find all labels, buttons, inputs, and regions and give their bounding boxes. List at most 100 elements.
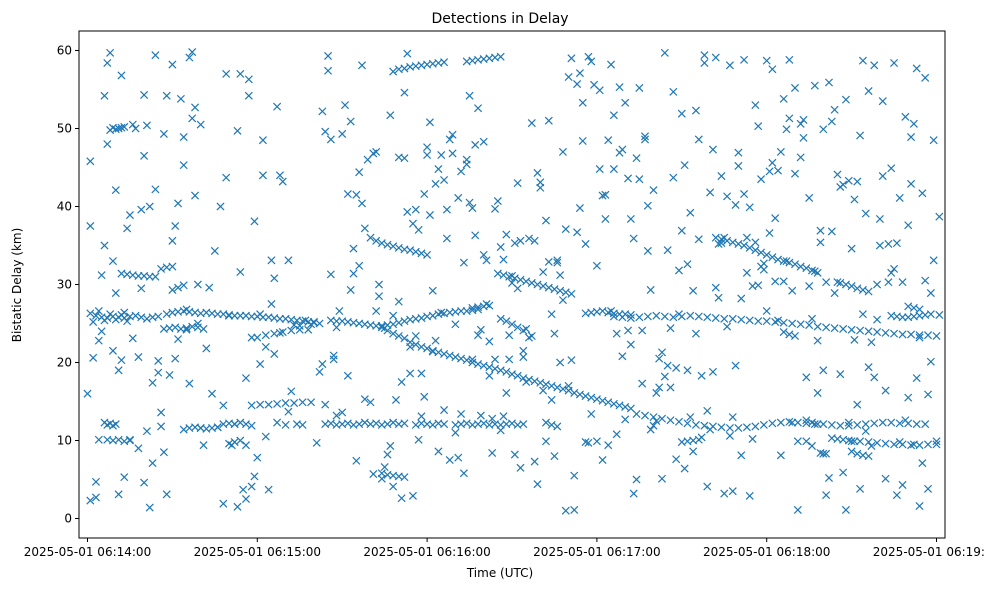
detection-marker: [717, 423, 726, 432]
detection-marker: [383, 420, 392, 429]
detection-marker: [256, 400, 265, 409]
detection-marker: [669, 87, 678, 96]
detection-marker: [683, 366, 692, 375]
detection-marker: [496, 243, 505, 252]
detection-marker: [377, 323, 386, 332]
detection-marker: [544, 116, 553, 125]
detection-marker: [431, 336, 440, 345]
detection-marker: [768, 158, 777, 167]
detection-marker: [587, 409, 596, 419]
detection-marker: [241, 441, 250, 450]
detection-marker: [864, 452, 873, 461]
detection-marker: [536, 183, 545, 192]
detection-marker: [533, 280, 542, 289]
detection-marker: [870, 61, 879, 70]
detection-marker: [411, 340, 420, 349]
detection-marker: [83, 389, 92, 398]
detection-marker: [380, 324, 389, 333]
detection-marker: [856, 484, 865, 493]
detection-marker: [581, 239, 590, 248]
detection-marker: [680, 161, 689, 170]
detection-marker: [366, 233, 375, 242]
detection-marker: [117, 71, 126, 80]
detection-marker: [895, 438, 904, 447]
detection-marker: [493, 197, 502, 206]
detection-marker: [440, 406, 449, 415]
detection-marker: [850, 437, 859, 446]
detection-marker: [737, 294, 746, 303]
detection-marker: [284, 407, 293, 416]
detection-marker: [881, 328, 890, 337]
detection-marker: [123, 317, 132, 326]
detection-marker: [465, 91, 474, 100]
detection-marker: [391, 395, 400, 404]
detection-marker: [621, 98, 630, 107]
detection-marker: [926, 289, 935, 298]
detection-marker: [278, 177, 287, 186]
detection-marker: [312, 438, 321, 447]
y-tick-label: 50: [57, 122, 72, 136]
detection-marker: [774, 166, 783, 175]
detection-marker: [202, 344, 211, 353]
detection-marker: [346, 117, 355, 126]
detection-marker: [403, 207, 412, 216]
detection-marker: [830, 324, 839, 333]
detection-marker: [646, 425, 655, 434]
detection-marker: [802, 264, 811, 273]
detection-marker: [423, 250, 432, 259]
detection-marker: [785, 55, 794, 64]
detection-marker: [134, 271, 143, 280]
detection-marker: [660, 312, 669, 321]
detection-marker: [629, 489, 638, 498]
detection-marker: [819, 366, 828, 375]
detection-marker: [575, 69, 584, 78]
detection-marker: [507, 370, 517, 379]
detection-marker: [813, 322, 822, 331]
detection-marker: [892, 239, 901, 248]
detection-marker: [737, 315, 746, 324]
detection-marker: [111, 289, 120, 298]
detection-marker: [236, 267, 245, 277]
y-axis-ticks: 0 10 20 30 40 50 60: [57, 44, 79, 526]
detection-marker: [324, 51, 333, 60]
detection-marker: [513, 284, 522, 293]
detection-marker: [607, 306, 616, 316]
detection-marker: [510, 450, 519, 459]
detection-marker: [258, 171, 267, 180]
detection-marker: [666, 383, 675, 392]
detection-marker: [935, 310, 944, 319]
detection-marker: [649, 421, 658, 430]
detection-marker: [754, 281, 763, 290]
detection-marker: [728, 314, 737, 323]
detection-marker: [530, 457, 539, 466]
detection-marker: [884, 278, 893, 287]
detection-marker: [179, 281, 188, 290]
detection-marker: [117, 356, 126, 365]
detection-marker: [790, 83, 800, 92]
detection-marker: [858, 310, 867, 319]
detection-marker: [810, 267, 819, 276]
detection-marker: [397, 377, 406, 387]
detection-marker: [332, 411, 341, 420]
detection-marker: [873, 280, 882, 289]
detection-marker: [570, 388, 579, 397]
detection-marker: [389, 67, 398, 76]
detection-marker: [522, 277, 531, 286]
detection-marker: [539, 267, 548, 277]
detection-marker: [241, 494, 250, 504]
detection-marker: [807, 441, 817, 450]
detection-marker: [411, 247, 420, 256]
detection-marker: [660, 372, 669, 381]
detection-marker: [875, 214, 884, 224]
detection-marker: [873, 328, 882, 337]
detection-marker: [932, 437, 941, 446]
detection-marker: [425, 118, 434, 127]
detection-marker: [918, 189, 927, 198]
detection-marker: [638, 379, 647, 388]
detection-marker: [881, 386, 890, 395]
detection-marker: [423, 344, 432, 353]
detection-marker: [774, 255, 783, 264]
detection-marker: [686, 413, 695, 422]
detection-marker: [264, 400, 273, 409]
detection-marker: [108, 346, 117, 355]
